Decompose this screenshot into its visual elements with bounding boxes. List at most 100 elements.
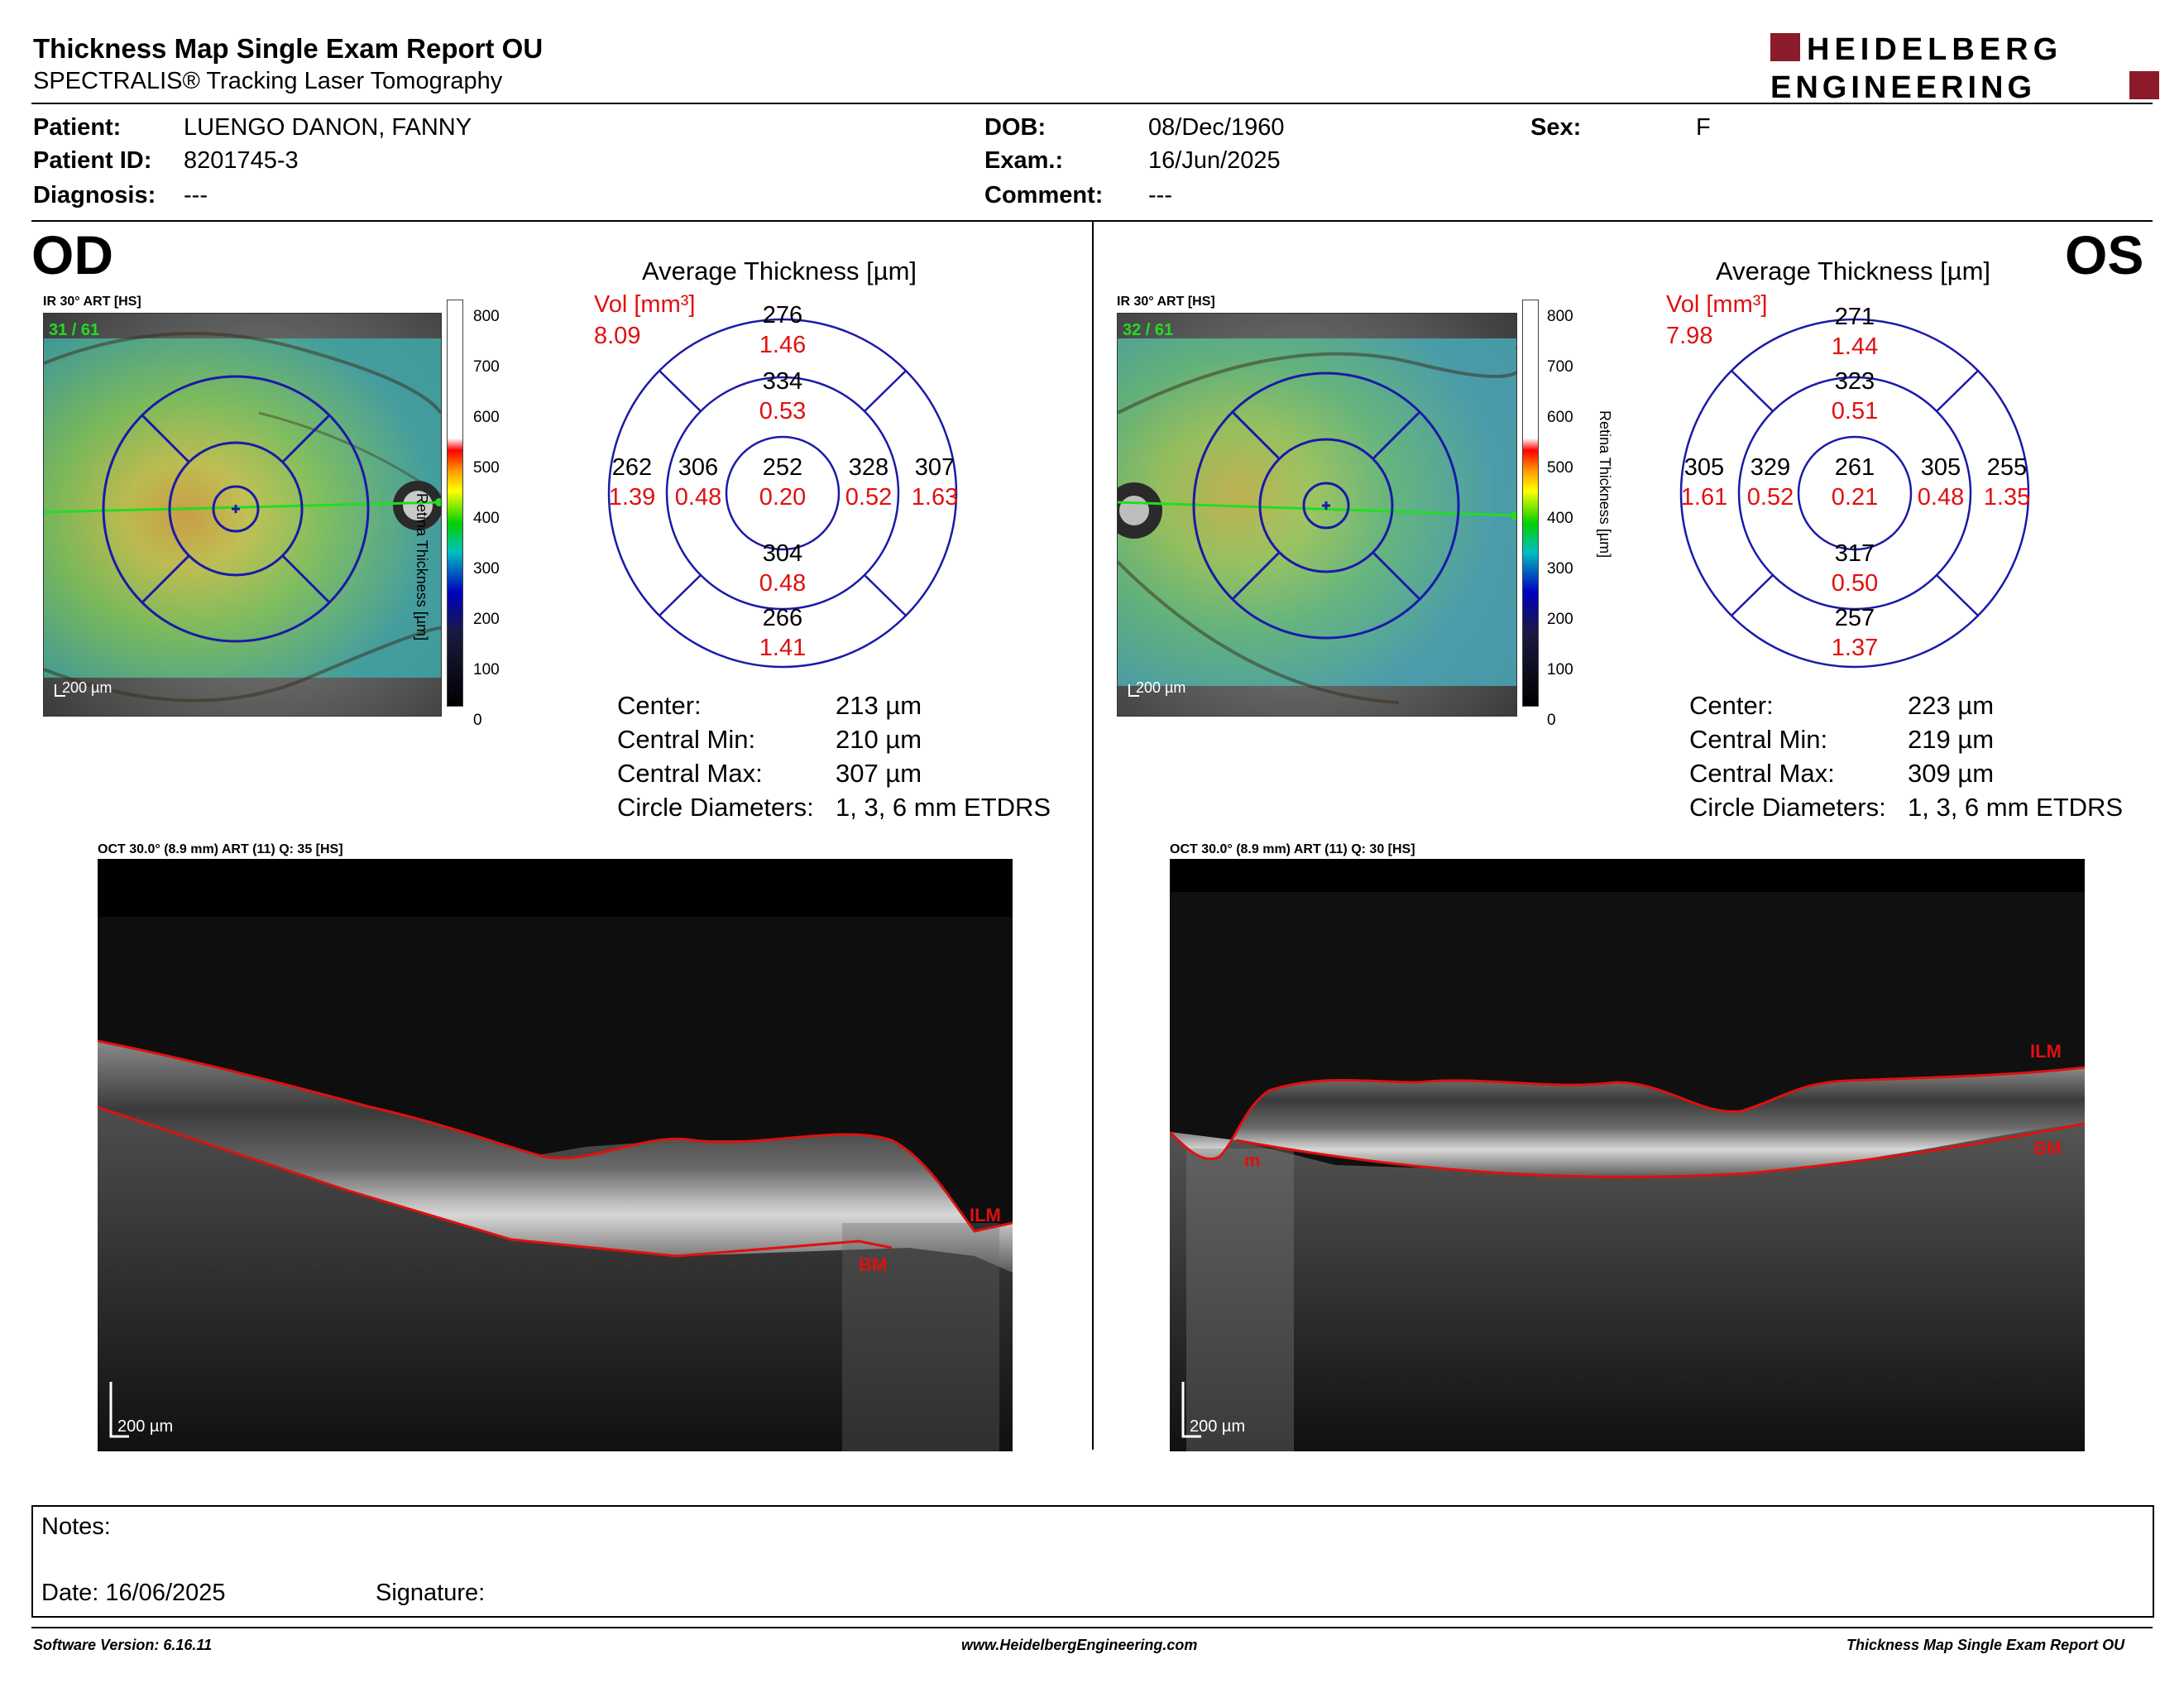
software-version: Software Version: 6.16.11 (33, 1637, 213, 1653)
os-outer-right-thickness: 255 (1987, 454, 2027, 481)
os-max-label: Central Max: (1689, 759, 1835, 788)
os-inner-left-volume: 0.52 (1747, 484, 1794, 511)
patient-id-label: Patient ID: (33, 147, 152, 174)
od-ir-label: IR 30° ART [HS] (43, 295, 141, 309)
od-max-label: Central Max: (617, 759, 763, 788)
os-inner-right-thickness: 305 (1921, 454, 1961, 481)
os-max-value: 309 µm (1908, 759, 1995, 788)
os-inner-bottom-thickness: 317 (1835, 540, 1875, 567)
os-min-value: 219 µm (1908, 725, 1995, 754)
od-stats-values: 213 µm 210 µm 307 µm 1, 3, 6 mm ETDRS (836, 688, 1051, 824)
od-stats-labels: Center: Central Min: Central Max: Circle… (617, 688, 814, 824)
os-oct-bscan: ILM BM m 200 µm (1168, 859, 2086, 1451)
os-stats-labels: Center: Central Min: Central Max: Circle… (1689, 688, 1886, 824)
footer-report-name: Thickness Map Single Exam Report OU (1846, 1637, 2125, 1653)
od-oct-bscan: ILM BM 200 µm (97, 859, 1013, 1451)
od-inner-bottom-volume: 0.48 (759, 570, 806, 597)
od-outer-right-volume: 1.63 (912, 484, 958, 511)
signature-label: Signature: (376, 1580, 486, 1606)
os-ir-label: IR 30° ART [HS] (1117, 295, 1215, 309)
od-inner-left-volume: 0.48 (675, 484, 721, 511)
od-oct-label: OCT 30.0° (8.9 mm) ART (11) Q: 35 [HS] (98, 842, 343, 856)
od-outer-bottom-volume: 1.41 (759, 635, 806, 661)
od-fundus-image: 31 / 61 200 µm (43, 313, 442, 717)
od-frames: 31 / 61 (49, 321, 99, 339)
info-divider (31, 220, 2153, 222)
website-link[interactable]: www.HeidelbergEngineering.com (961, 1637, 1198, 1653)
os-frames: 32 / 61 (1123, 321, 1173, 339)
od-eye-label: OD (31, 224, 113, 285)
comment-label: Comment: (984, 182, 1104, 209)
od-inner-top-volume: 0.53 (759, 398, 806, 424)
dob-value: 08/Dec/1960 (1148, 114, 1285, 141)
os-ilm-label: ILM (2030, 1041, 2062, 1062)
od-outer-left-thickness: 262 (612, 454, 652, 481)
logo-line-2: ENGINEERING (1770, 70, 2036, 103)
dob-label: DOB: (984, 114, 1046, 141)
od-colorbar (447, 300, 463, 707)
report-subtitle: SPECTRALIS® Tracking Laser Tomography (33, 68, 503, 94)
os-eye-label: OS (2065, 224, 2144, 285)
os-center-value: 223 µm (1908, 691, 1995, 720)
od-outer-bottom-thickness: 266 (763, 605, 802, 631)
os-outer-left-thickness: 305 (1684, 454, 1724, 481)
od-max-value: 307 µm (836, 759, 922, 788)
od-oct-scale: 200 µm (117, 1417, 173, 1436)
od-bm-label: BM (859, 1254, 887, 1275)
notes-box[interactable]: Notes: Date: 16/06/2025 Signature: (31, 1505, 2154, 1618)
os-diam-value: 1, 3, 6 mm ETDRS (1908, 793, 2124, 822)
os-min-label: Central Min: (1689, 725, 1828, 754)
os-outer-right-volume: 1.35 (1984, 484, 2030, 511)
os-colorbar (1522, 300, 1539, 707)
od-ilm-label: ILM (970, 1205, 1001, 1225)
sex-value: F (1696, 114, 1711, 141)
comment-value: --- (1148, 182, 1172, 209)
os-inner-top-volume: 0.51 (1832, 398, 1878, 424)
os-m-label: m (1244, 1150, 1261, 1171)
os-outer-bottom-volume: 1.37 (1832, 635, 1878, 661)
os-fundus-scale: 200 µm (1136, 679, 1185, 696)
os-vol-label: Vol [mm³] (1666, 291, 1768, 318)
os-outer-bottom-thickness: 257 (1835, 605, 1875, 631)
od-colorbar-ticks: 800 700 600 500 400 300 200 100 0 (473, 308, 500, 729)
patient-label: Patient: (33, 114, 122, 141)
os-center-thickness: 261 (1835, 454, 1875, 481)
notes-date: Date: 16/06/2025 (41, 1580, 226, 1606)
od-center-volume: 0.20 (759, 484, 806, 511)
os-avg-title: Average Thickness [µm] (1716, 257, 1991, 285)
os-outer-top-thickness: 271 (1835, 304, 1875, 330)
os-vol-value: 7.98 (1666, 323, 1713, 349)
os-colorbar-label: Retina Thickness [µm] (1597, 410, 1613, 559)
os-etdrs-grid: 271 1.44 323 0.51 305 1.61 329 0.52 261 … (1679, 304, 2030, 669)
od-min-value: 210 µm (836, 725, 922, 754)
od-center-thickness: 252 (763, 454, 802, 481)
diagnosis-value: --- (184, 182, 208, 209)
od-diam-label: Circle Diameters: (617, 793, 814, 822)
exam-value: 16/Jun/2025 (1148, 147, 1281, 174)
os-outer-top-volume: 1.44 (1832, 333, 1878, 360)
heidelberg-logo: HEIDELBERG ENGINEERING (1770, 32, 2159, 103)
footer-divider (31, 1627, 2153, 1628)
os-inner-top-thickness: 323 (1835, 368, 1875, 395)
os-inner-left-thickness: 329 (1751, 454, 1790, 481)
od-colorbar-label: Retina Thickness [µm] (414, 493, 430, 641)
notes-label: Notes: (41, 1513, 111, 1540)
od-center-value: 213 µm (836, 691, 922, 720)
os-center-volume: 0.21 (1832, 484, 1878, 511)
exam-label: Exam.: (984, 147, 1064, 174)
report-title: Thickness Map Single Exam Report OU (33, 33, 544, 64)
os-center-label: Center: (1689, 691, 1774, 720)
os-stats-values: 223 µm 219 µm 309 µm 1, 3, 6 mm ETDRS (1908, 688, 2123, 824)
od-vol-value: 8.09 (594, 323, 641, 349)
logo-square-top (1770, 33, 1800, 61)
logo-line-1: HEIDELBERG (1807, 32, 2062, 67)
logo-square-bottom (2129, 71, 2159, 99)
od-inner-bottom-thickness: 304 (763, 540, 802, 567)
header-divider (31, 103, 2153, 104)
od-avg-title: Average Thickness [µm] (642, 257, 917, 285)
od-fundus-scale: 200 µm (62, 679, 112, 696)
os-oct-label: OCT 30.0° (8.9 mm) ART (11) Q: 30 [HS] (1170, 842, 1415, 856)
patient-id-value: 8201745-3 (184, 147, 299, 174)
os-inner-bottom-volume: 0.50 (1832, 570, 1878, 597)
od-min-label: Central Min: (617, 725, 756, 754)
